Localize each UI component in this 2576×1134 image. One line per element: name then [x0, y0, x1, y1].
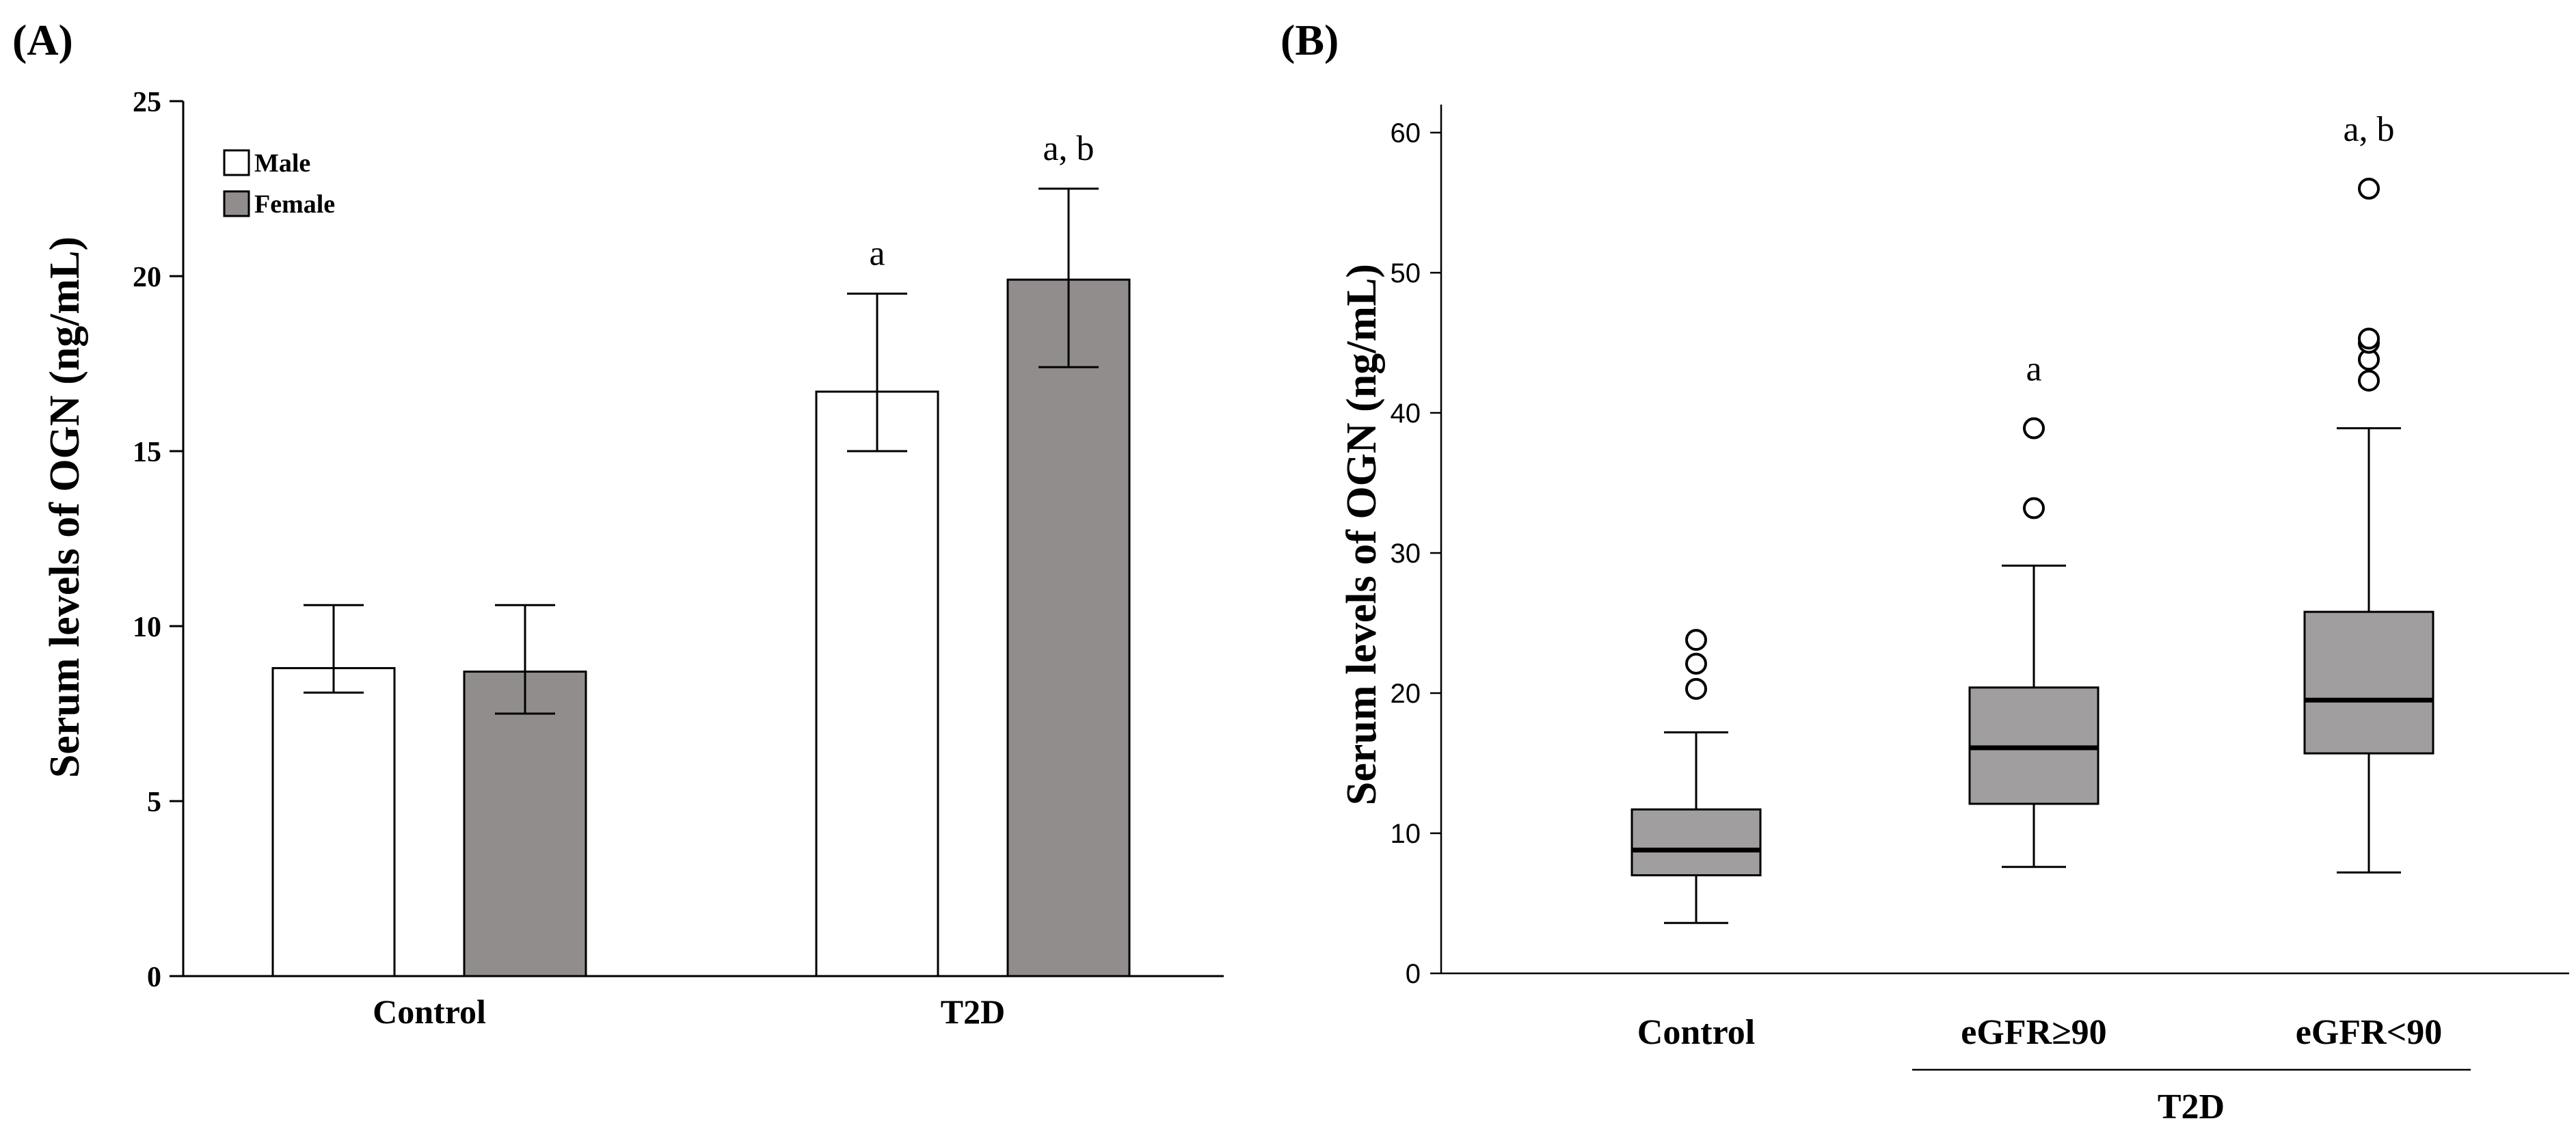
- bar-female: [1006, 278, 1131, 977]
- panel-a-y-axis-title: Serum levels of OGN (ng/mL): [42, 237, 88, 778]
- x-category-label: eGFR≥90: [1961, 1013, 2106, 1052]
- outlier-point: [1685, 652, 1707, 675]
- box-iqr: [1631, 808, 1762, 877]
- legend-swatch-female: [223, 190, 250, 217]
- panel-b-y-axis-title: Serum levels of OGN (ng/mL): [1339, 264, 1385, 805]
- panel-b-label: (B): [1280, 16, 1339, 64]
- outlier-point: [2358, 178, 2380, 200]
- y-tick-label: 50: [1391, 258, 1421, 288]
- outlier-point: [2023, 497, 2045, 519]
- panel-b: (B) Serum levels of OGN (ng/mL) 0 10 20 30 4…: [1280, 16, 2569, 1126]
- x-category-label: T2D: [941, 993, 1005, 1031]
- legend-label-female: Female: [254, 190, 335, 219]
- box-iqr: [2303, 610, 2434, 755]
- outlier-point: [2023, 417, 2045, 440]
- y-tick-label: 60: [1391, 118, 1421, 148]
- significance-annotation: a, b: [1043, 129, 1094, 168]
- y-tick-label: 0: [147, 962, 161, 993]
- y-tick-label: 40: [1391, 399, 1421, 429]
- panel-a-bars: a a, b: [271, 129, 1131, 977]
- y-tick-label: 0: [1406, 959, 1421, 989]
- significance-annotation: a: [2026, 350, 2041, 389]
- legend-swatch-male: [223, 149, 250, 176]
- y-tick-label: 20: [133, 262, 161, 293]
- outlier-point: [2358, 327, 2380, 350]
- x-category-label: Control: [1637, 1013, 1755, 1052]
- x-category-label: Control: [373, 993, 486, 1031]
- bar-female: [463, 671, 587, 977]
- y-tick-label: 10: [1391, 819, 1421, 849]
- y-tick-label: 15: [133, 437, 161, 468]
- significance-annotation: a: [869, 234, 885, 273]
- outlier-point: [1685, 629, 1707, 651]
- bar-male: [815, 390, 939, 977]
- panel-a: (A) Serum levels of OGN (ng/mL) 0 5 10 15 20…: [12, 16, 1224, 1031]
- outlier-point: [2358, 369, 2380, 392]
- bar-male: [271, 666, 396, 977]
- panel-a-label: (A): [12, 16, 73, 64]
- panel-a-legend: Male Female: [223, 149, 335, 219]
- y-tick-label: 5: [147, 787, 161, 818]
- y-tick-label: 10: [133, 612, 161, 643]
- panel-b-axes: 0 10 20 30 40 50 60 Control eGFR≥90 eGFR<90: [1391, 105, 2569, 1052]
- y-tick-label: 25: [133, 87, 161, 118]
- group-label-t2d: T2D: [2158, 1088, 2225, 1126]
- y-tick-label: 30: [1391, 539, 1421, 569]
- outlier-point: [1685, 677, 1707, 700]
- legend-label-male: Male: [254, 149, 310, 178]
- significance-annotation: a, b: [2343, 110, 2394, 149]
- panel-b-boxes: a a, b: [1631, 110, 2434, 924]
- panel-b-group-label: T2D: [1912, 1068, 2471, 1126]
- y-tick-label: 20: [1391, 679, 1421, 709]
- x-category-label: eGFR<90: [2296, 1013, 2442, 1052]
